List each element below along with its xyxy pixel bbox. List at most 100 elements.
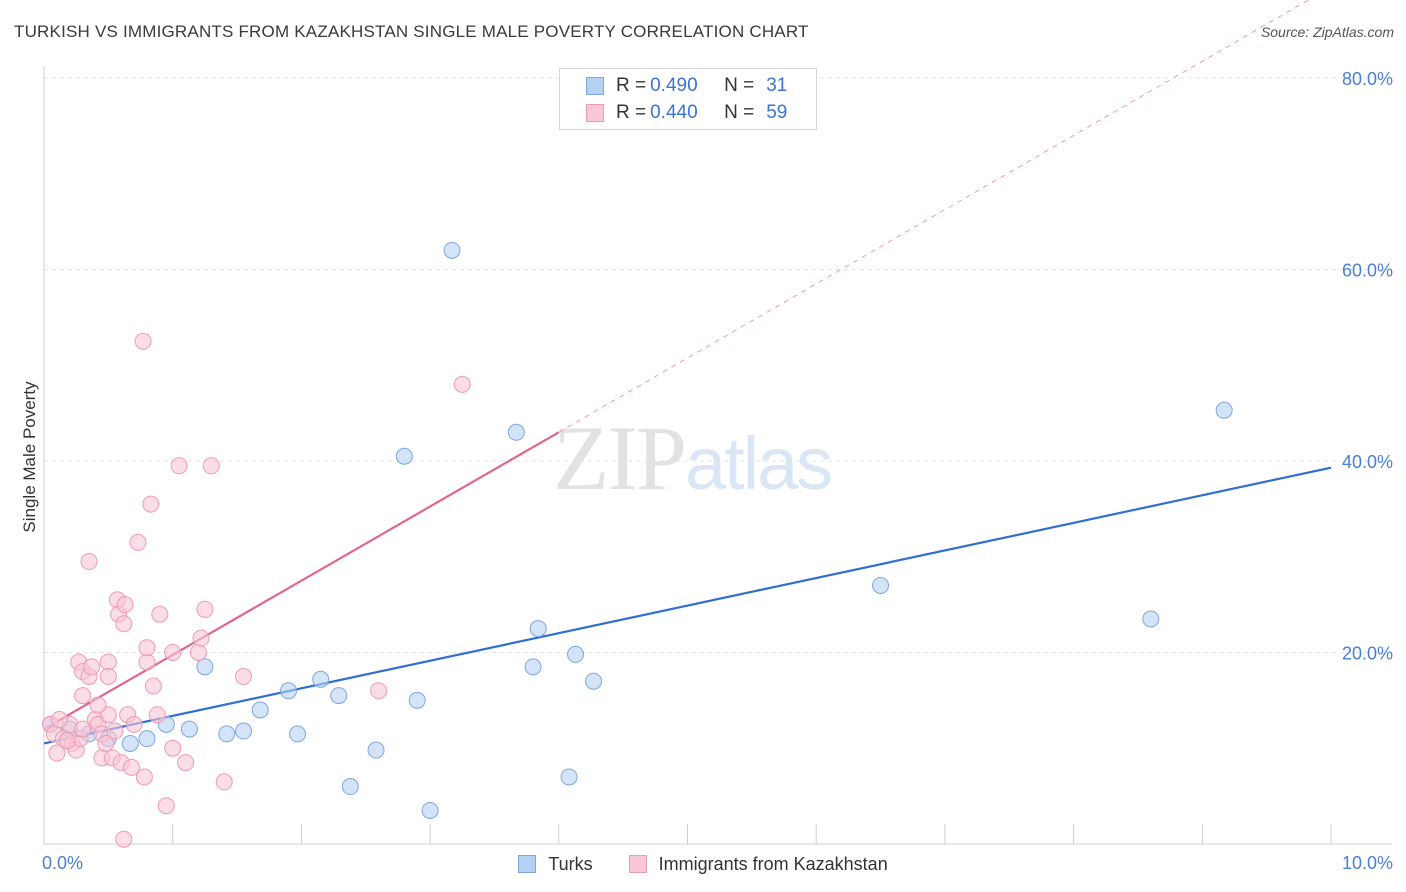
turks-point (218, 725, 236, 743)
grid (44, 77, 1392, 653)
kazakhstan-point (370, 682, 388, 700)
turks-point (341, 778, 359, 796)
kazakhstan-point (148, 706, 166, 724)
n-label: N = (724, 75, 755, 96)
kazakhstan-point (234, 667, 252, 685)
r-label: R = (616, 102, 647, 123)
kazakhstan-point (116, 596, 134, 614)
kazakhstan-point (89, 696, 107, 714)
kazakhstan-point (164, 739, 182, 757)
turks-point (330, 687, 348, 705)
turks-point (138, 730, 156, 748)
turks-point (421, 801, 439, 819)
turks-point (507, 423, 525, 441)
trend-lines (43, 0, 1332, 745)
kazakhstan-point (164, 644, 182, 661)
kazakhstan-trend-extension (558, 0, 1310, 433)
kazakhstan-point (83, 658, 101, 676)
source-label: Source: ZipAtlas.com (1260, 24, 1394, 40)
y-tick-label: 80.0% (1342, 69, 1393, 89)
series-legend: Turks Immigrants from Kazakhstan (0, 852, 1406, 876)
legend-row-turks: R = 0.490 N = 31 (586, 74, 787, 98)
kazakhstan-point (129, 533, 147, 551)
turks-point (567, 645, 585, 663)
kazakhstan-point (215, 773, 233, 791)
turks-point (1142, 610, 1160, 628)
y-axis-label: Single Male Poverty (20, 381, 39, 533)
kazakhstan-point (97, 734, 115, 752)
turks-point (312, 670, 330, 688)
turks-swatch (586, 77, 604, 95)
r-value: 0.440 (650, 102, 698, 123)
turks-point (180, 720, 198, 738)
turks-point (395, 447, 413, 465)
y-tick-label: 20.0% (1342, 644, 1393, 664)
kazakhstan-point (138, 653, 156, 671)
y-tick-label: 40.0% (1342, 452, 1393, 472)
legend-label-turks: Turks (548, 853, 593, 874)
x-tick-label: 10.0% (1342, 853, 1393, 873)
kazakhstan-point (189, 644, 207, 661)
legend-item-turks[interactable]: Turks (518, 853, 593, 875)
turks-swatch (518, 855, 537, 873)
legend-item-kazakhstan[interactable]: Immigrants from Kazakhstan (628, 853, 888, 875)
data-points (41, 241, 1233, 848)
kazakhstan-point (115, 615, 133, 633)
r-value: 0.490 (650, 75, 698, 96)
axes (43, 66, 1392, 845)
turks-point (289, 725, 307, 743)
turks-point (408, 691, 426, 709)
turks-point (367, 741, 385, 759)
turks-point (524, 658, 542, 676)
kazakhstan-point (50, 711, 68, 729)
turks-point (529, 620, 547, 638)
kazakhstan-point (202, 457, 220, 475)
y-tick-label: 60.0% (1342, 261, 1393, 281)
kazakhstan-point (123, 758, 141, 776)
turks-point (234, 722, 252, 740)
x-tick-label: 0.0% (42, 853, 83, 873)
kazakhstan-point (80, 553, 98, 571)
kazakhstan-point (134, 332, 152, 350)
turks-point (121, 734, 139, 752)
n-value: 59 (766, 102, 788, 123)
turks-point (251, 701, 269, 719)
kazakhstan-point (99, 667, 117, 685)
kazakhstan-point (106, 722, 124, 740)
n-label: N = (724, 102, 755, 123)
kazakhstan-point (125, 715, 143, 733)
kazakhstan-trend-line (43, 431, 560, 731)
kazakhstan-swatch (586, 104, 604, 122)
kazakhstan-point (135, 768, 153, 786)
r-label: R = (616, 75, 647, 96)
tick-labels: 20.0% 40.0% 60.0% 80.0% 0.0% 10.0% (42, 69, 1393, 873)
kazakhstan-point (48, 744, 66, 762)
turks-point (560, 768, 578, 786)
kazakhstan-point (196, 600, 214, 618)
turks-point (585, 672, 603, 690)
kazakhstan-point (142, 495, 160, 513)
legend-row-kazakhstan: R = 0.440 N = 59 (586, 101, 787, 125)
correlation-legend: R = 0.490 N = 31 R = 0.440 N = 59 (559, 68, 817, 130)
kazakhstan-point (170, 457, 188, 475)
turks-trend-line (43, 466, 1332, 745)
kazakhstan-point (74, 687, 92, 705)
kazakhstan-swatch (628, 855, 647, 873)
kazakhstan-point (99, 653, 117, 671)
kazakhstan-point (151, 605, 169, 623)
n-value: 31 (766, 75, 788, 96)
kazakhstan-point (115, 830, 133, 848)
turks-point (443, 241, 461, 259)
turks-point (1215, 401, 1233, 419)
kazakhstan-point (157, 797, 175, 815)
chart-title: TURKISH VS IMMIGRANTS FROM KAZAKHSTAN SI… (14, 22, 809, 41)
legend-label-kazakhstan: Immigrants from Kazakhstan (658, 853, 888, 874)
turks-point (872, 576, 890, 594)
kazakhstan-point (58, 732, 76, 750)
kazakhstan-point (177, 754, 195, 772)
kazakhstan-point (453, 375, 471, 393)
kazakhstan-point (144, 677, 162, 695)
turks-point (280, 682, 298, 700)
kazakhstan-point (192, 629, 210, 647)
